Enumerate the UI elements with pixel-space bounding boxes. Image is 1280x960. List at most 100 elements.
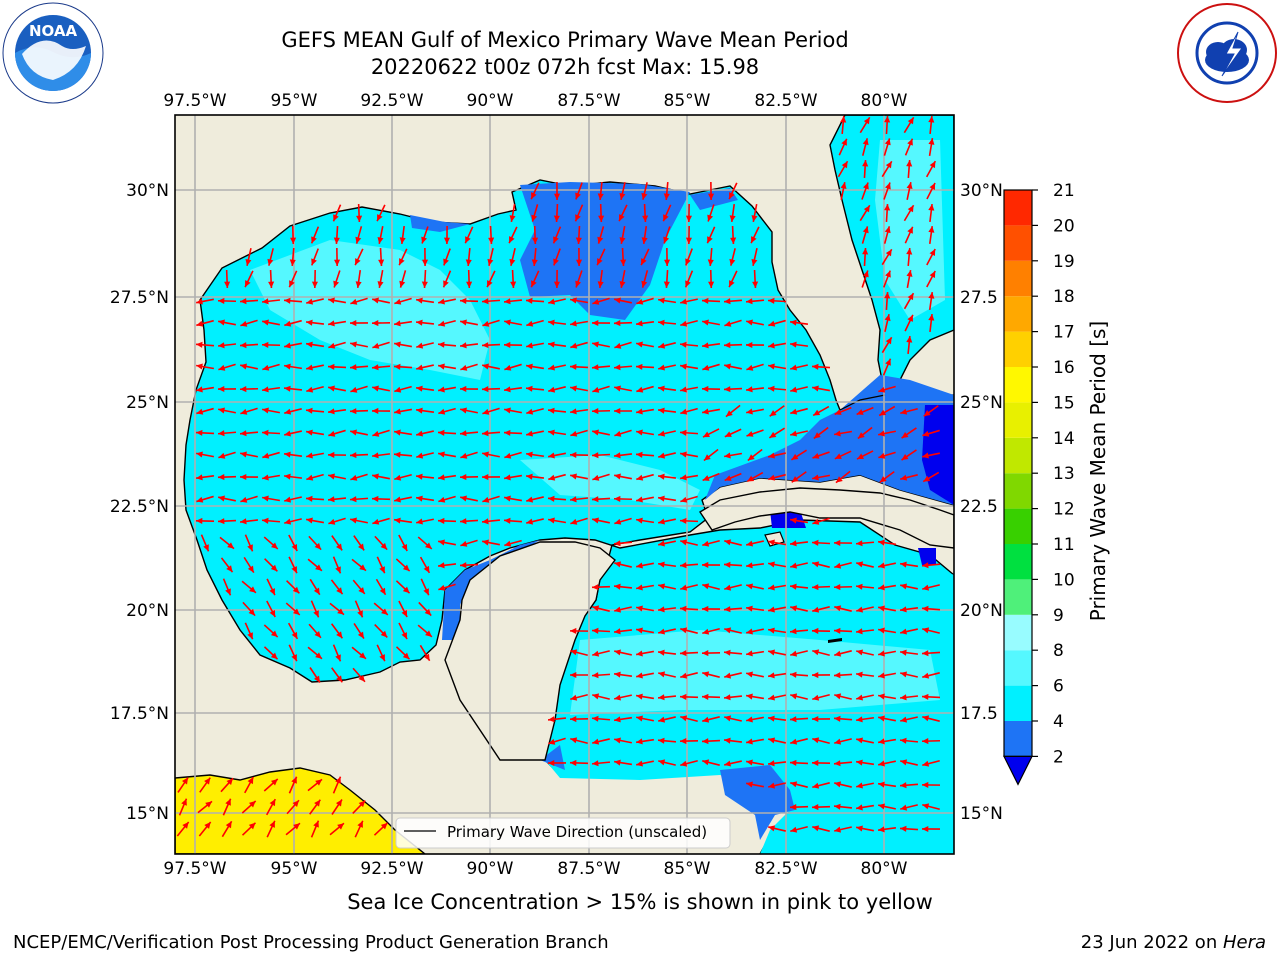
wave-arrow xyxy=(308,535,322,551)
wave-arrow xyxy=(305,429,325,436)
wave-arrow xyxy=(217,385,237,393)
wave-arrow xyxy=(354,820,364,838)
wave-arrow xyxy=(284,430,302,437)
wave-arrow xyxy=(575,270,583,288)
wave-arrow xyxy=(460,451,478,459)
wave-arrow xyxy=(811,715,831,723)
wave-arrow xyxy=(284,518,302,525)
wave-arrow xyxy=(503,341,523,349)
wave-arrow xyxy=(680,298,698,305)
wave-arrow xyxy=(399,270,407,288)
wave-arrow xyxy=(856,737,874,744)
wave-arrow xyxy=(613,671,633,678)
wave-arrow xyxy=(903,204,915,222)
wave-arrow xyxy=(399,225,406,245)
wave-arrow xyxy=(680,627,698,634)
colorbar-tick-label: 18 xyxy=(1053,287,1075,307)
colorbar-tick-label: 6 xyxy=(1053,677,1064,697)
wave-arrow xyxy=(547,495,567,502)
wave-arrow xyxy=(305,341,325,348)
wave-arrow xyxy=(768,473,786,481)
wave-arrow xyxy=(922,627,940,634)
colorbar-tick-label: 9 xyxy=(1053,606,1064,626)
colorbar-segment xyxy=(1004,473,1032,509)
wave-arrow xyxy=(812,737,830,744)
wave-arrow xyxy=(619,182,626,200)
wave-arrow xyxy=(878,760,896,767)
wave-arrow xyxy=(592,385,610,393)
wave-arrow xyxy=(460,407,478,414)
wave-arrow xyxy=(460,363,478,371)
wave-arrow xyxy=(393,320,413,327)
wave-arrow xyxy=(416,430,434,437)
wave-arrow xyxy=(921,562,941,569)
colorbar-extend xyxy=(1003,755,1033,786)
wave-arrow xyxy=(701,408,721,415)
wave-arrow xyxy=(243,556,255,574)
wave-arrow xyxy=(244,534,254,552)
wave-arrow xyxy=(679,650,699,657)
wave-arrow xyxy=(218,407,236,414)
period-zone-dark xyxy=(410,215,470,232)
wave-arrow xyxy=(636,341,654,348)
wave-arrow xyxy=(884,314,891,332)
wave-arrow xyxy=(834,826,852,833)
wave-arrow xyxy=(327,320,347,327)
colorbar-tick-label: 16 xyxy=(1053,358,1075,378)
wave-arrow xyxy=(349,319,369,327)
wave-arrow xyxy=(482,407,500,415)
wave-arrow xyxy=(481,473,501,481)
wave-arrow xyxy=(664,247,671,267)
wave-arrow xyxy=(768,694,786,701)
wave-arrow xyxy=(416,342,434,349)
wave-arrow xyxy=(881,336,893,354)
wave-arrow xyxy=(812,782,830,789)
wave-arrow xyxy=(767,297,787,304)
wave-arrow xyxy=(371,320,391,327)
wave-arrow xyxy=(372,473,390,480)
wave-arrow xyxy=(679,474,699,481)
wave-arrow xyxy=(790,449,808,461)
wave-arrow xyxy=(663,226,671,244)
wave-arrow xyxy=(394,496,412,503)
wave-arrow xyxy=(635,429,655,436)
wave-arrow xyxy=(813,426,829,440)
wave-arrow xyxy=(899,782,919,789)
wave-arrow xyxy=(723,298,743,305)
wave-arrow xyxy=(198,821,212,837)
wave-arrow xyxy=(745,386,765,393)
wave-arrow xyxy=(723,606,743,613)
wave-arrow xyxy=(883,138,891,156)
wave-arrow xyxy=(723,694,743,701)
wave-arrow xyxy=(239,518,259,525)
wave-arrow xyxy=(597,181,604,201)
wave-arrow xyxy=(701,297,721,304)
wave-arrow xyxy=(745,693,765,700)
wave-arrow xyxy=(418,601,432,617)
wave-arrow xyxy=(702,716,720,723)
wave-arrow xyxy=(619,270,626,288)
wave-arrow xyxy=(877,738,897,745)
wave-arrow xyxy=(812,405,830,417)
wave-arrow xyxy=(811,363,831,370)
wave-arrow xyxy=(857,426,873,440)
wave-arrow xyxy=(928,115,935,135)
wave-arrow xyxy=(899,649,919,656)
wave-arrow xyxy=(745,650,765,657)
wave-arrow xyxy=(569,715,589,723)
colorbar-tick-label: 10 xyxy=(1053,570,1075,590)
wave-arrow xyxy=(283,363,303,370)
wave-arrow xyxy=(614,341,632,349)
wave-arrow xyxy=(904,314,914,332)
wave-arrow xyxy=(834,738,852,745)
wave-arrow xyxy=(306,364,324,371)
wave-arrow xyxy=(701,605,721,613)
wave-arrow xyxy=(658,518,676,525)
wave-arrow xyxy=(613,759,633,766)
wave-arrow xyxy=(745,341,765,349)
wave-arrow xyxy=(789,716,809,723)
wave-arrow xyxy=(351,646,367,660)
wave-arrow xyxy=(349,364,369,371)
wave-arrow xyxy=(840,182,847,200)
wave-arrow xyxy=(925,160,937,178)
